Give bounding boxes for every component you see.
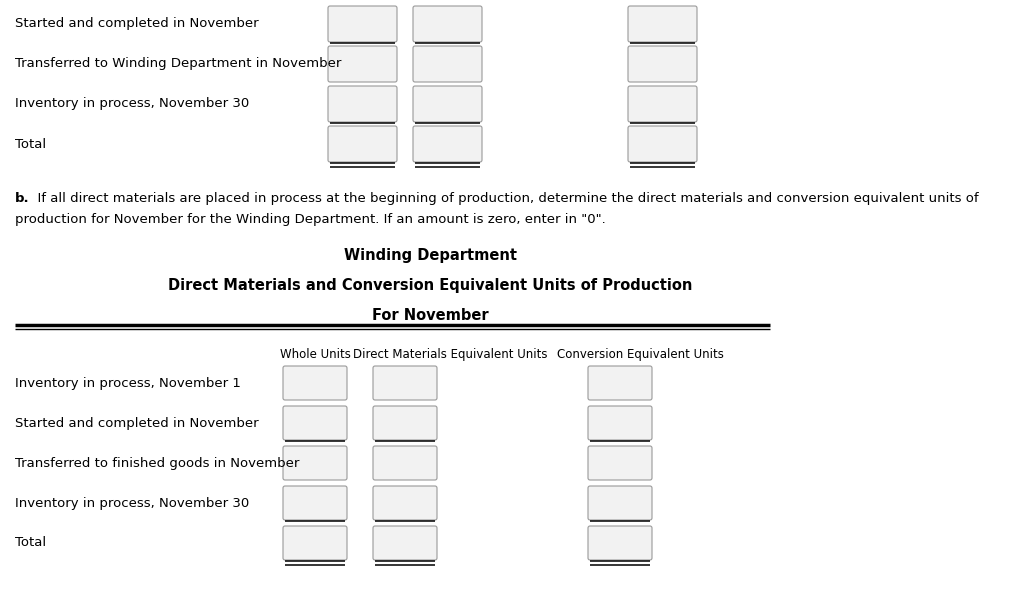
Text: production for November for the Winding Department. If an amount is zero, enter : production for November for the Winding …	[15, 213, 606, 226]
FancyBboxPatch shape	[628, 6, 697, 42]
Text: Total: Total	[15, 137, 46, 150]
Text: Direct Materials and Conversion Equivalent Units of Production: Direct Materials and Conversion Equivale…	[168, 278, 692, 293]
Text: If all direct materials are placed in process at the beginning of production, de: If all direct materials are placed in pr…	[29, 192, 979, 205]
Text: Conversion Equivalent Units: Conversion Equivalent Units	[557, 348, 723, 361]
Text: Whole Units: Whole Units	[280, 348, 350, 361]
FancyBboxPatch shape	[373, 366, 437, 400]
FancyBboxPatch shape	[283, 366, 347, 400]
FancyBboxPatch shape	[588, 526, 652, 560]
Text: Inventory in process, November 1: Inventory in process, November 1	[15, 376, 241, 389]
FancyBboxPatch shape	[283, 406, 347, 440]
Text: Transferred to Winding Department in November: Transferred to Winding Department in Nov…	[15, 58, 341, 70]
FancyBboxPatch shape	[373, 526, 437, 560]
FancyBboxPatch shape	[328, 126, 397, 162]
Text: Total: Total	[15, 536, 46, 550]
Text: For November: For November	[372, 308, 488, 323]
FancyBboxPatch shape	[328, 86, 397, 122]
FancyBboxPatch shape	[283, 486, 347, 520]
Text: Inventory in process, November 30: Inventory in process, November 30	[15, 497, 249, 509]
FancyBboxPatch shape	[328, 46, 397, 82]
Text: Direct Materials Equivalent Units: Direct Materials Equivalent Units	[352, 348, 547, 361]
FancyBboxPatch shape	[628, 126, 697, 162]
Text: Transferred to finished goods in November: Transferred to finished goods in Novembe…	[15, 456, 299, 470]
FancyBboxPatch shape	[588, 406, 652, 440]
FancyBboxPatch shape	[628, 46, 697, 82]
FancyBboxPatch shape	[413, 6, 482, 42]
FancyBboxPatch shape	[588, 486, 652, 520]
Text: Started and completed in November: Started and completed in November	[15, 417, 259, 429]
FancyBboxPatch shape	[373, 446, 437, 480]
FancyBboxPatch shape	[373, 406, 437, 440]
Text: b.: b.	[15, 192, 30, 205]
Text: Winding Department: Winding Department	[344, 248, 516, 263]
FancyBboxPatch shape	[628, 86, 697, 122]
FancyBboxPatch shape	[328, 6, 397, 42]
FancyBboxPatch shape	[373, 486, 437, 520]
FancyBboxPatch shape	[588, 446, 652, 480]
FancyBboxPatch shape	[588, 366, 652, 400]
FancyBboxPatch shape	[413, 86, 482, 122]
FancyBboxPatch shape	[413, 46, 482, 82]
Text: Started and completed in November: Started and completed in November	[15, 17, 259, 31]
Text: Inventory in process, November 30: Inventory in process, November 30	[15, 98, 249, 111]
FancyBboxPatch shape	[283, 446, 347, 480]
FancyBboxPatch shape	[413, 126, 482, 162]
FancyBboxPatch shape	[283, 526, 347, 560]
